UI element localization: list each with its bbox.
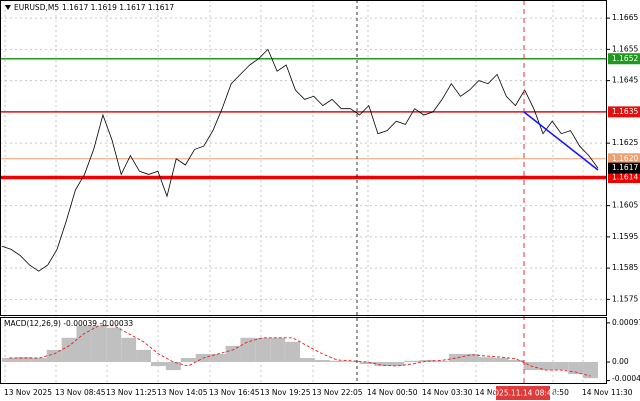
macd-bar — [255, 337, 271, 363]
macd-bar — [210, 353, 226, 363]
macd-bar — [121, 337, 137, 363]
macd-bar — [300, 357, 315, 363]
x-tick-label: 13 Nov 08:45 — [55, 388, 106, 397]
macd-bar — [419, 359, 435, 363]
macd-bar — [106, 327, 122, 363]
highlight-time-box — [496, 386, 550, 400]
macd-panel-frame — [0, 317, 607, 384]
ohlc-header: 1.1617 1.1619 1.1617 1.1617 — [62, 3, 174, 12]
y-tick-label: 1.1645 — [612, 76, 638, 85]
header-icon — [5, 5, 11, 10]
x-tick-label: 13 Nov 11:25 — [106, 388, 157, 397]
x-tick-label: 13 Nov 16:45 — [209, 388, 260, 397]
y-tick-label: 1.1665 — [612, 13, 638, 22]
macd-bar — [16, 357, 32, 363]
current-price-label: 1.1617 — [612, 163, 638, 172]
macd-bar — [568, 362, 584, 375]
x-tick-label: 13 Nov 19:25 — [260, 388, 311, 397]
price-level-box — [608, 53, 640, 65]
macd-bar — [270, 337, 286, 363]
macd-bar — [404, 360, 420, 363]
price-level-box — [608, 153, 640, 165]
macd-bar — [478, 357, 494, 363]
macd-bar — [136, 349, 151, 363]
x-tick-label: 13 Nov 14:05 — [157, 388, 208, 397]
highlight-time: 2025.11.14 08:45 — [490, 389, 557, 398]
price-line — [1, 48, 599, 272]
price-level-box — [608, 172, 640, 183]
price-level-label: 1.1614 — [612, 173, 638, 182]
macd-bar — [285, 341, 300, 363]
main-panel-frame — [0, 0, 607, 316]
y-tick-label: -0.00046 — [612, 374, 640, 383]
macd-bar — [76, 325, 92, 363]
macd-bar — [538, 362, 554, 371]
macd-bar — [165, 362, 181, 371]
price-level-box — [608, 106, 640, 118]
macd-bar — [2, 357, 17, 363]
price-level-label: 1.1620 — [612, 154, 638, 163]
y-tick-label: 0.00097 — [612, 318, 640, 327]
y-tick-label: 1.1585 — [612, 263, 638, 272]
macd-bar — [240, 337, 256, 363]
current-price-box — [608, 162, 640, 174]
macd-bar — [449, 353, 464, 363]
macd-bar — [508, 359, 524, 363]
x-tick-label: 14 Nov 03:30 — [422, 388, 473, 397]
macd-bar — [329, 360, 345, 363]
y-tick-label: 1.1625 — [612, 138, 638, 147]
y-tick-label: 1.1595 — [612, 232, 638, 241]
x-tick-label: 14 Nov 00:50 — [367, 388, 418, 397]
macd-bar — [463, 353, 479, 363]
macd-bar — [359, 362, 375, 365]
y-tick-label: 0.00 — [612, 357, 629, 366]
y-tick-label: 1.1655 — [612, 44, 638, 53]
macd-bar — [314, 359, 330, 363]
macd-bar — [61, 337, 77, 363]
macd-bar — [434, 360, 449, 363]
macd-bar — [374, 362, 390, 367]
x-tick-label: 14 No — [475, 388, 498, 397]
macd-bar — [91, 325, 107, 363]
y-tick-label: 1.1605 — [612, 201, 638, 210]
x-tick-label: 13 Nov 22:05 — [312, 388, 363, 397]
x-tick-label: 14 Nov 11:30 — [582, 388, 633, 397]
macd-bar — [553, 362, 569, 371]
macd-bar — [344, 361, 360, 363]
macd-bar — [180, 357, 196, 363]
macd-bar — [31, 357, 47, 363]
trend-line — [523, 111, 599, 171]
macd-title: MACD(12,26,9) -0.00039 -0.00033 — [4, 319, 133, 328]
macd-bar — [389, 362, 405, 367]
price-level-label: 1.1635 — [612, 107, 638, 116]
signal-line — [9, 325, 591, 377]
macd-bar — [225, 345, 241, 363]
y-tick-label: 1.1575 — [612, 294, 638, 303]
x-tick-label: 13 Nov 2025 — [4, 388, 52, 397]
price-level-label: 1.1652 — [612, 54, 638, 63]
symbol-title: EURUSD,M5 — [14, 3, 59, 12]
x-tick-label: 8:50 — [552, 388, 569, 397]
macd-bar — [46, 349, 62, 363]
macd-bar — [151, 362, 166, 367]
macd-bar — [493, 357, 509, 363]
macd-bar — [583, 362, 598, 379]
